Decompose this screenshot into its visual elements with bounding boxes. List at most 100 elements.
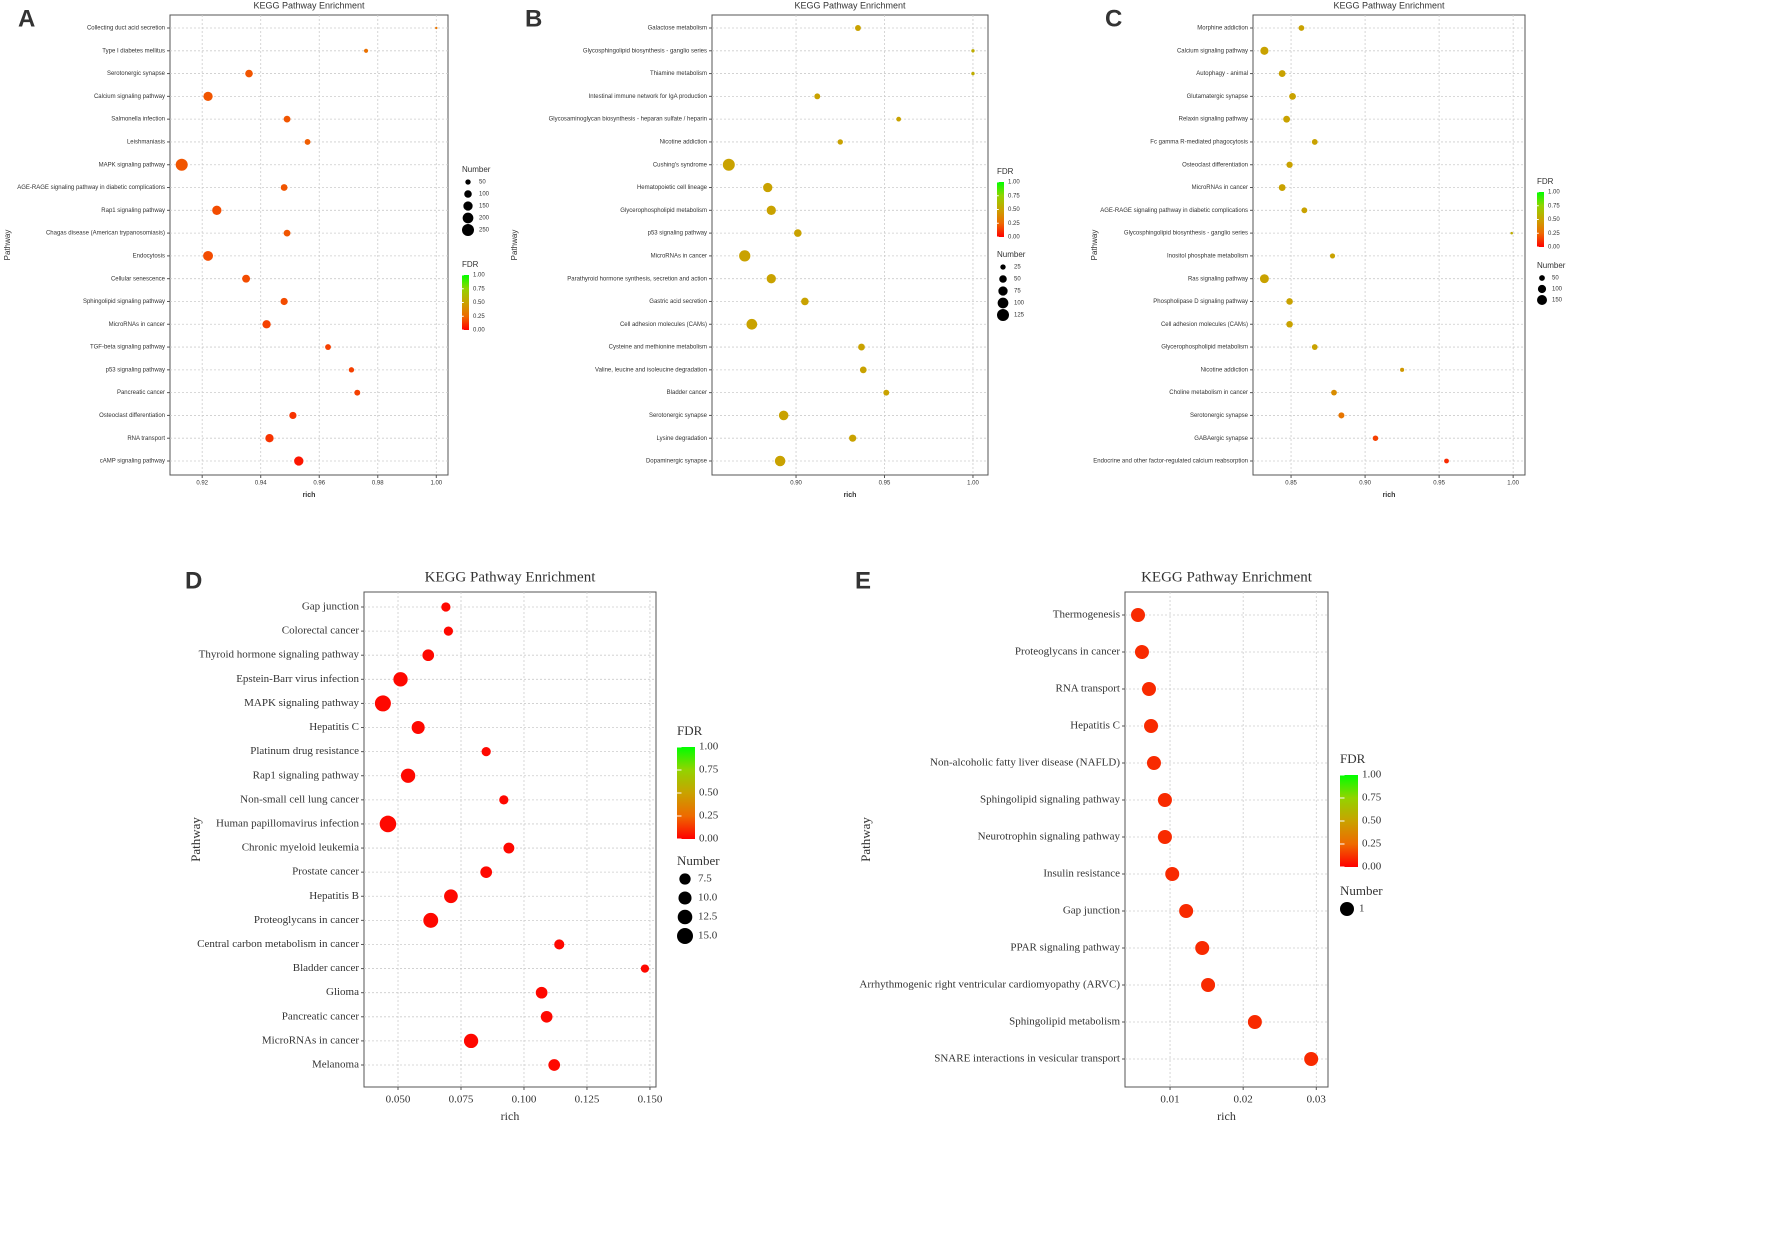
y-tick-label: PPAR signaling pathway [1010,942,1120,954]
bubble [971,71,975,76]
y-tick-label: Thermogenesis [1053,609,1120,621]
size-legend-label: 15.0 [698,930,718,942]
size-legend-key [677,909,693,925]
y-tick-label: MAPK signaling pathway [99,162,165,168]
panel: B KEGG Pathway Enrichment 0.90 0.95 1.00 rich… [510,0,1026,498]
y-tick-label: Cushing's syndrome [653,162,708,168]
plot-area [711,14,989,476]
bubble [774,455,786,467]
size-legend-title: Number [1537,261,1566,270]
y-tick-label: Hepatitis C [1070,720,1120,732]
x-tick-label: 1.00 [430,481,442,487]
y-tick-label: Serotonergic synapse [107,71,166,77]
bubble [640,964,650,973]
bubble [1165,867,1180,881]
bubble [794,229,802,237]
plot-area [363,591,657,1088]
y-tick-label: Sphingolipid metabolism [1009,1016,1120,1028]
x-tick-label: 0.02 [1234,1094,1253,1106]
bubble [374,695,391,712]
y-tick-label: Pancreatic cancer [282,1010,360,1022]
size-legend-key [1000,264,1006,270]
bubble [1304,1052,1319,1066]
y-tick-label: Epstein-Barr virus infection [236,673,359,685]
size-legend-label: 100 [1014,301,1025,307]
bubble [422,649,435,662]
y-tick-label: Serotonergic synapse [1190,413,1249,419]
y-tick-label: Proteoglycans in cancer [1015,646,1120,658]
panel-label: D [185,567,202,594]
size-legend-label: 150 [1552,298,1563,304]
bubble [242,274,251,283]
x-tick-label: 0.95 [1433,481,1445,487]
x-tick-label: 0.95 [879,481,891,487]
bubble [778,410,789,421]
y-tick-label: Gastric acid secretion [649,299,707,305]
colorbar-tick-label: 1.00 [1548,190,1560,196]
bubble [837,139,843,145]
y-tick-label: Nicotine addiction [660,140,707,146]
panel-label: E [855,567,871,594]
colorbar-tick-label: 0.00 [699,833,719,845]
fdr-legend-title: FDR [1340,751,1366,766]
y-tick-label: Leishmaniasis [127,140,165,146]
size-legend-label: 50 [479,180,486,186]
bubble [971,49,975,53]
plot-area [1124,591,1329,1088]
y-tick-label: Osteoclast differentiation [99,413,165,419]
x-tick-label: 0.03 [1307,1094,1327,1106]
bubble [746,318,758,330]
chart-title: KEGG Pathway Enrichment [253,0,365,10]
bubble [855,25,861,31]
bubble [463,1033,479,1049]
y-tick-label: Sphingolipid signaling pathway [980,794,1120,806]
y-tick-label: Glycosaminoglycan biosynthesis - heparan… [549,117,707,123]
bubble [1289,92,1296,100]
y-tick-label: Cell adhesion molecules (CAMs) [620,322,707,328]
y-tick-label: Ras signaling pathway [1188,276,1248,282]
y-tick-label: Dopaminergic synapse [646,459,708,465]
bubble [1141,682,1156,696]
x-axis-label: rich [1383,492,1396,499]
y-tick-label: Rap1 signaling pathway [253,769,360,781]
y-tick-label: Inositol phosphate metabolism [1167,253,1248,259]
size-legend-label: 10.0 [698,892,718,904]
x-tick-label: 0.90 [1359,481,1371,487]
size-legend-title: Number [462,165,491,174]
colorbar-tick-label: 0.50 [1362,815,1382,827]
bubble [1278,184,1286,191]
plot-area [1252,14,1526,476]
bubble [294,456,304,466]
colorbar-tick-label: 0.75 [473,286,485,292]
bubble [245,69,253,78]
size-legend-label: 100 [1552,287,1563,293]
colorbar-tick-label: 0.50 [699,787,719,799]
x-tick-label: 0.92 [196,481,208,487]
bubble [722,158,735,171]
colorbar-tick-label: 0.25 [1548,231,1560,237]
bubble [423,912,439,928]
y-tick-label: Glutamatergic synapse [1187,94,1249,100]
x-tick-label: 0.150 [638,1094,663,1106]
panel-label: A [18,5,35,32]
bubble [1278,70,1286,77]
bubble [1179,904,1194,918]
y-tick-label: cAMP signaling pathway [100,459,165,465]
bubble [175,158,188,171]
panel: C KEGG Pathway Enrichment 0.85 0.90 0.95 1.00… [1090,0,1566,498]
bubble [1301,207,1308,214]
size-legend-label: 1 [1359,903,1365,915]
bubble [1298,25,1305,31]
size-legend-key [1340,902,1354,916]
colorbar-tick-label: 0.75 [699,764,719,776]
chart-title: KEGG Pathway Enrichment [794,0,906,10]
bubble [325,344,331,350]
bubble [548,1059,561,1071]
x-tick-label: 1.00 [967,481,979,487]
bubble [1331,389,1337,396]
bubble [1286,161,1293,168]
x-tick-label: 0.90 [790,481,802,487]
bubble [814,93,821,100]
size-legend-key [999,275,1007,283]
y-tick-label: Glycosphingolipid biosynthesis - ganglio… [583,48,707,54]
